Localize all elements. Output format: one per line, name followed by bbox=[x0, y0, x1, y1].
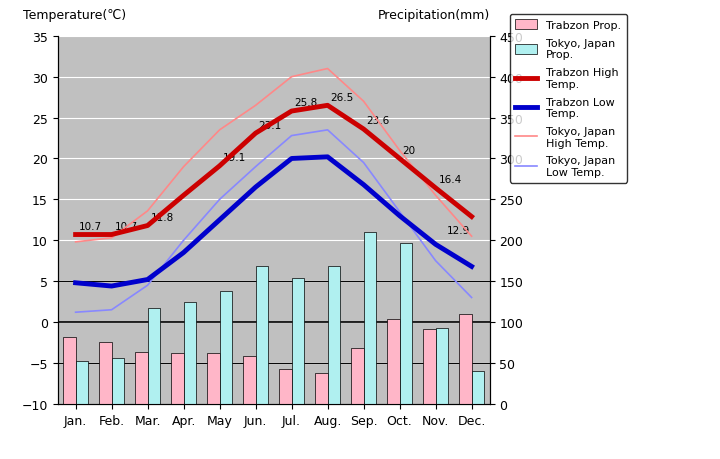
Bar bbox=[292, 278, 304, 404]
Bar bbox=[423, 329, 436, 404]
Text: 26.5: 26.5 bbox=[330, 93, 354, 102]
Bar bbox=[387, 319, 400, 404]
Text: 10.7: 10.7 bbox=[114, 222, 138, 231]
Text: 19.1: 19.1 bbox=[222, 153, 246, 163]
Bar bbox=[243, 357, 256, 404]
Text: 10.7: 10.7 bbox=[78, 222, 102, 231]
Bar bbox=[472, 371, 484, 404]
Bar bbox=[328, 267, 340, 404]
Bar bbox=[436, 328, 448, 404]
Text: Temperature(℃): Temperature(℃) bbox=[23, 9, 126, 22]
Text: Precipitation(mm): Precipitation(mm) bbox=[377, 9, 490, 22]
Text: 11.8: 11.8 bbox=[150, 213, 174, 223]
Bar bbox=[351, 348, 364, 404]
Bar bbox=[220, 291, 232, 404]
Bar bbox=[256, 267, 268, 404]
Bar bbox=[315, 373, 328, 404]
Bar bbox=[207, 353, 220, 404]
Text: 25.8: 25.8 bbox=[294, 98, 318, 108]
Bar bbox=[112, 358, 124, 404]
Text: 20: 20 bbox=[402, 146, 415, 156]
Bar bbox=[279, 369, 292, 404]
Bar bbox=[76, 362, 88, 404]
Text: 23.6: 23.6 bbox=[366, 116, 390, 126]
Text: 23.1: 23.1 bbox=[258, 120, 282, 130]
Text: 16.4: 16.4 bbox=[438, 175, 462, 185]
Bar bbox=[364, 233, 376, 404]
Bar bbox=[148, 308, 160, 404]
Bar bbox=[171, 353, 184, 404]
Bar bbox=[99, 343, 112, 404]
Text: 12.9: 12.9 bbox=[446, 226, 470, 235]
Bar bbox=[184, 302, 196, 404]
Legend: Trabzon Prop., Tokyo, Japan
Prop., Trabzon High
Temp., Trabzon Low
Temp., Tokyo,: Trabzon Prop., Tokyo, Japan Prop., Trabz… bbox=[510, 15, 627, 183]
Bar bbox=[135, 353, 148, 404]
Bar bbox=[63, 337, 76, 404]
Bar bbox=[400, 243, 412, 404]
Bar bbox=[459, 314, 472, 404]
